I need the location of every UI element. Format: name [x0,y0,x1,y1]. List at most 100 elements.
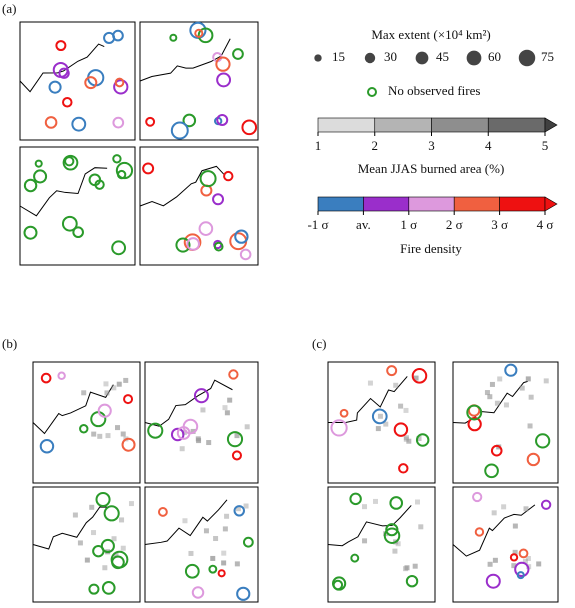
map-panel [452,361,559,484]
burned-area-cell [512,549,518,555]
fire-marker [509,553,519,562]
panel-label: (c) [312,336,326,351]
fire-marker [393,422,409,437]
burned-area-cell [222,405,228,411]
colorbar-tick-label: 3 [428,138,435,153]
fire-marker [147,422,164,439]
size-legend-marker [466,50,482,66]
size-legend-marker [415,51,429,65]
burned-area-cell [123,377,129,383]
burned-area-cell [84,557,90,563]
fire-marker [145,116,156,127]
coastline [144,499,228,545]
fire-marker [100,538,115,554]
size-legend-label: 60 [488,49,501,64]
colorbar-segment [363,196,410,212]
colorbar-tick-label: -1 σ [307,217,328,232]
burned-area-cell [503,402,509,408]
burned-area-cell [111,536,117,542]
coastline [144,379,233,427]
burned-area-cell [406,438,412,444]
fire-marker [371,408,388,425]
burned-area-cell [362,538,368,544]
colorbar-segment [487,117,546,133]
fire-marker [398,463,409,474]
burned-area-cell [372,498,378,504]
fire-marker [526,452,541,467]
burned-area-cell [119,517,125,523]
coastline [19,167,108,217]
burned-area-cell [227,397,233,403]
fire-marker [535,433,551,449]
burned-area-cell [221,550,227,556]
burned-area-cell [489,381,495,387]
fire-marker [349,492,362,506]
fire-marker [234,229,249,244]
fire-marker [170,427,185,442]
colorbar-tick-label: 3 σ [491,217,508,232]
fire-marker [48,80,62,94]
burned-area-cell [206,440,212,446]
fire-marker [194,28,204,38]
fire-marker [198,221,214,236]
burned-area-cell [97,433,103,439]
burned-area-cell [179,446,185,452]
fire-marker [115,161,134,180]
fire-marker [55,40,67,52]
burned-area-cell [395,541,401,547]
fire-marker [84,76,98,90]
fire-marker [97,403,112,418]
fire-marker [484,463,499,479]
fire-marker [386,365,398,377]
fire-marker [110,550,129,569]
burned-area-cell [116,381,122,387]
fire-marker [186,237,201,251]
map-panel [144,486,259,603]
burned-area-cell [536,561,542,567]
fire-marker [92,544,105,558]
burned-area-cell [72,512,78,518]
burned-area-cell [120,545,126,551]
burned-area-cell [377,413,383,419]
coastline [19,43,105,93]
burned-area-cell [91,431,97,437]
fire-marker [191,586,205,599]
burned-area-cell [210,555,216,561]
fire-marker [233,505,245,517]
fire-marker [213,241,224,252]
size-legend-marker [364,52,376,64]
burned-area-cell [511,563,517,569]
burned-area-cell [393,382,399,388]
fire-marker [95,491,111,508]
burned-area-cell [243,503,249,509]
burned-area-cell [244,424,250,430]
burned-area-cell [182,518,188,524]
fire-marker [40,372,52,384]
burned-area-cell [200,407,206,413]
fire-marker [518,548,529,559]
fire-marker [114,77,125,88]
fire-marker [199,170,217,188]
fire-marker [411,368,428,384]
burned-area-cell [113,552,119,558]
coastline [32,384,114,435]
fire-marker [33,169,48,184]
burned-area-cell [487,561,493,567]
fire-marker [189,21,207,39]
fire-marker [157,507,168,517]
burned-area-cell [81,390,87,396]
burned-area-cell [501,504,507,510]
burned-area-cell [528,394,534,400]
burned-area-cell [414,499,420,505]
fire-marker [101,581,116,595]
fire-marker [467,416,482,432]
fire-marker [57,371,66,380]
burned-area-cell [412,563,418,569]
burned-area-cell [403,436,409,442]
burned-area-cell [222,526,228,532]
no-fire-marker [367,87,377,97]
no-fire-label: No observed fires [388,83,480,98]
size-legend-label: 45 [436,49,449,64]
fire-marker [415,433,430,447]
panel-label: (a) [2,1,16,16]
